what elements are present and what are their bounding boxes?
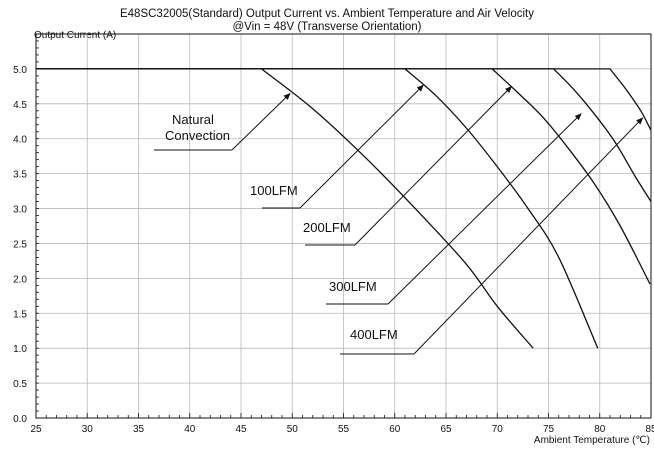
y-tick-label: 0.0 xyxy=(13,414,27,425)
y-tick-label: 1.0 xyxy=(13,344,27,355)
y-tick-label: 3.0 xyxy=(13,205,27,216)
series-curve-5 xyxy=(36,68,652,131)
annotation-arrow xyxy=(354,86,512,246)
x-tick-label: 35 xyxy=(133,424,145,435)
annotation-label: Natural xyxy=(172,112,214,127)
axis-ticks: 25 30 35 40 45 50 55 60 65 70 75 80 85 0.0 0.5 1.0 1.5 2.… xyxy=(13,33,654,435)
y-tick-label: 2.0 xyxy=(13,274,27,285)
y-tick-label: 0.5 xyxy=(13,379,27,390)
annotation-label: 300LFM xyxy=(329,279,377,294)
y-axis-label: Output Current (A) xyxy=(34,30,117,41)
chart-title: E48SC32005(Standard) Output Current vs. … xyxy=(119,8,535,20)
annotation-label: Convection xyxy=(165,128,230,143)
annotation-arrow xyxy=(413,117,644,355)
x-tick-label: 30 xyxy=(82,424,94,435)
y-tick-label: 4.0 xyxy=(13,135,27,146)
y-tick-label: 1.5 xyxy=(13,309,27,320)
x-tick-label: 70 xyxy=(492,424,504,435)
x-tick-label: 85 xyxy=(645,424,654,435)
series-curve-1 xyxy=(36,68,534,349)
annotation-label: 100LFM xyxy=(250,183,298,198)
x-tick-label: 80 xyxy=(594,424,606,435)
series-curve-2 xyxy=(36,68,599,349)
x-tick-label: 65 xyxy=(440,424,452,435)
y-tick-label: 3.5 xyxy=(13,170,27,181)
x-tick-label: 40 xyxy=(184,424,196,435)
y-tick-label: 5.0 xyxy=(13,65,27,76)
x-tick-label: 60 xyxy=(389,424,401,435)
x-tick-label: 25 xyxy=(30,424,42,435)
annotation-arrow xyxy=(231,92,291,151)
x-tick-label: 75 xyxy=(543,424,555,435)
series-curves xyxy=(36,68,652,349)
annotation-label: 200LFM xyxy=(303,220,351,235)
x-tick-label: 50 xyxy=(287,424,299,435)
y-tick-label: 4.5 xyxy=(13,100,27,111)
annotation-arrow xyxy=(387,113,582,305)
series-curve-4 xyxy=(36,68,652,202)
y-tick-label: 2.5 xyxy=(13,239,27,250)
chart-subtitle: @Vin = 48V (Transverse Orientation) xyxy=(232,21,422,33)
annotation-label: 400LFM xyxy=(350,327,398,342)
series-curve-3 xyxy=(36,68,651,285)
x-tick-label: 45 xyxy=(235,424,247,435)
x-axis-label: Ambient Temperature (℃) xyxy=(533,435,650,446)
annotation-arrow xyxy=(299,84,424,209)
x-tick-label: 55 xyxy=(338,424,350,435)
